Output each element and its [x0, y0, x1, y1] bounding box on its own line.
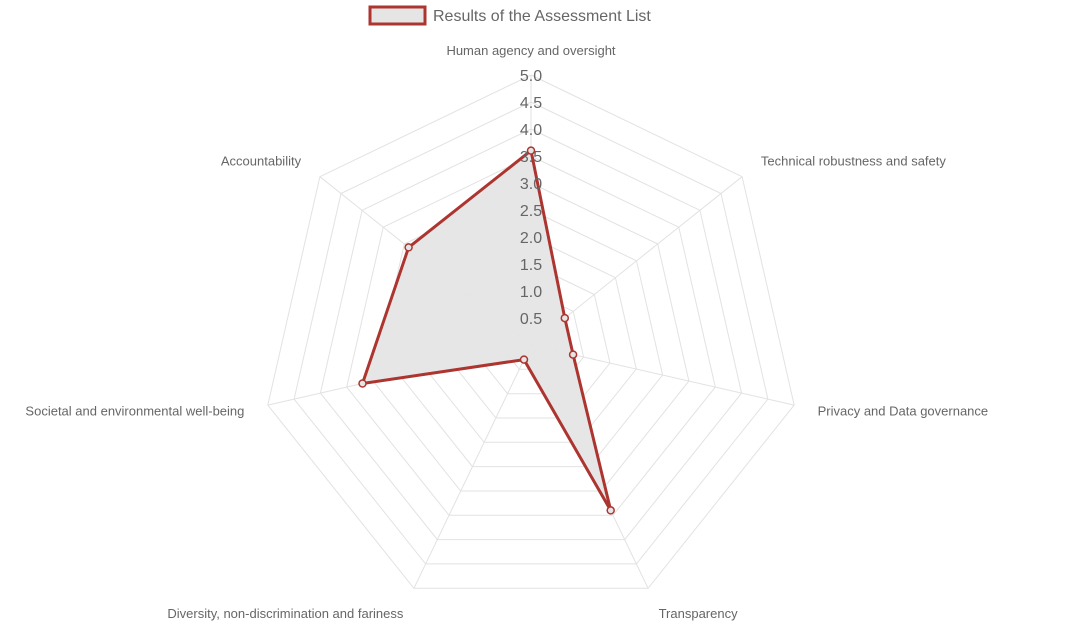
data-point	[606, 506, 615, 515]
tick-label: 1.0	[520, 284, 542, 301]
tick-label: 0.5	[520, 311, 542, 328]
tick-label: 1.5	[520, 257, 542, 274]
data-point	[560, 313, 570, 323]
data-point	[526, 146, 536, 155]
radar-grid	[267, 74, 795, 589]
legend-swatch[interactable]	[368, 5, 427, 26]
axis-label: Technical robustness and safety	[761, 154, 946, 169]
axis-label: Human agency and oversight	[446, 43, 615, 58]
grid-ring	[319, 128, 743, 541]
legend-label[interactable]: Results of the Assessment List	[433, 8, 651, 25]
series-area	[361, 149, 613, 512]
axis-spoke	[413, 344, 532, 589]
tick-label: 4.0	[520, 122, 542, 139]
series-layer	[358, 146, 615, 515]
grid-ring	[293, 101, 769, 565]
data-point	[519, 355, 529, 364]
tick-label: 3.0	[520, 176, 542, 193]
axis-label: Transparency	[659, 606, 738, 621]
data-point	[568, 350, 578, 359]
tick-label: 3.5	[520, 149, 542, 166]
data-point	[358, 379, 367, 388]
grid-ring	[267, 74, 795, 589]
tick-label: 5.0	[520, 68, 542, 85]
legend[interactable]: Results of the Assessment List	[368, 5, 651, 26]
tick-label: 4.5	[520, 95, 542, 112]
axis-labels: Human agency and oversight Technical robu…	[25, 43, 988, 621]
axis-label: Diversity, non-discrimination and farine…	[167, 606, 404, 621]
data-point	[404, 243, 413, 252]
tick-label: 2.5	[520, 203, 542, 220]
tick-labels: 0.5 1.0 1.5 2.0 2.5 3.0 3.5 4.0 4.5 5.0	[520, 68, 542, 328]
axis-label: Societal and environmental well-being	[25, 403, 244, 418]
tick-label: 2.0	[520, 230, 542, 247]
grid-ring	[372, 182, 690, 492]
axis-label: Accountability	[221, 154, 302, 169]
axis-label: Privacy and Data governance	[818, 403, 989, 418]
grid-ring	[346, 155, 716, 516]
